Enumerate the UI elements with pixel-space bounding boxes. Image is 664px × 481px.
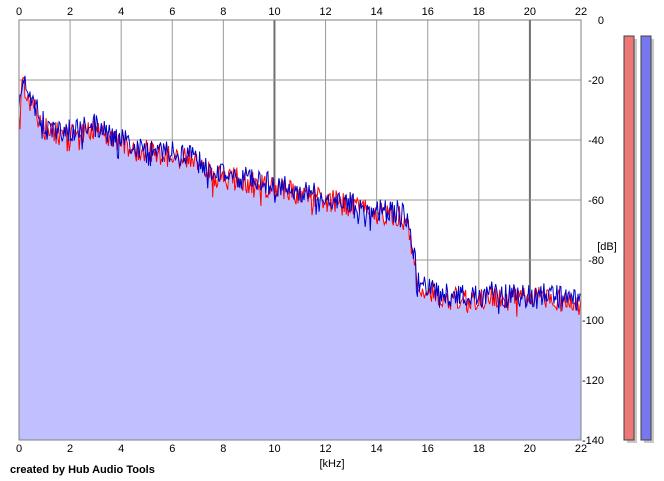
y-tick-label: -20 xyxy=(588,75,604,87)
spectrum-fill-area xyxy=(19,80,581,441)
y-axis-label: [dB] xyxy=(597,241,617,253)
tick-layer: 002244668810101212141416161818202022220-… xyxy=(16,6,604,455)
x-tick-label-bottom: 18 xyxy=(473,443,485,455)
x-tick-label-top: 10 xyxy=(268,6,280,18)
y-tick-label: -120 xyxy=(582,375,604,387)
series-layer xyxy=(18,75,582,317)
y-tick-label: -60 xyxy=(588,195,604,207)
x-tick-label-bottom: 6 xyxy=(169,443,175,455)
x-tick-label-top: 4 xyxy=(118,6,124,18)
x-tick-label-bottom: 14 xyxy=(371,443,383,455)
x-axis-label: [kHz] xyxy=(319,458,344,470)
y-tick-label: -80 xyxy=(588,255,604,267)
x-tick-label-bottom: 22 xyxy=(575,443,587,455)
x-tick-label-top: 20 xyxy=(524,6,536,18)
x-tick-label-top: 0 xyxy=(16,6,22,18)
x-tick-label-top: 6 xyxy=(169,6,175,18)
x-tick-label-top: 8 xyxy=(220,6,226,18)
x-tick-label-top: 22 xyxy=(575,6,587,18)
x-tick-label-bottom: 0 xyxy=(16,443,22,455)
spectrum-series-line xyxy=(18,75,582,315)
footer-credit: created by Hub Audio Tools xyxy=(10,464,155,476)
y-tick-label: -40 xyxy=(588,135,604,147)
x-tick-label-bottom: 10 xyxy=(268,443,280,455)
x-tick-label-top: 2 xyxy=(67,6,73,18)
x-tick-label-bottom: 8 xyxy=(220,443,226,455)
y-tick-label: 0 xyxy=(598,15,604,27)
x-tick-label-bottom: 2 xyxy=(67,443,73,455)
x-tick-label-bottom: 16 xyxy=(422,443,434,455)
x-tick-label-bottom: 12 xyxy=(319,443,331,455)
level-meter-bar xyxy=(623,35,635,441)
y-tick-label: -100 xyxy=(582,315,604,327)
x-tick-label-top: 14 xyxy=(371,6,383,18)
x-tick-label-bottom: 20 xyxy=(524,443,536,455)
x-tick-label-bottom: 4 xyxy=(118,443,124,455)
plot-frame xyxy=(18,19,582,441)
level-meters xyxy=(623,35,654,443)
x-tick-label-top: 16 xyxy=(422,6,434,18)
y-tick-label: -140 xyxy=(582,435,604,447)
level-meter-bar xyxy=(640,35,652,441)
x-tick-label-top: 18 xyxy=(473,6,485,18)
x-tick-label-top: 12 xyxy=(319,6,331,18)
